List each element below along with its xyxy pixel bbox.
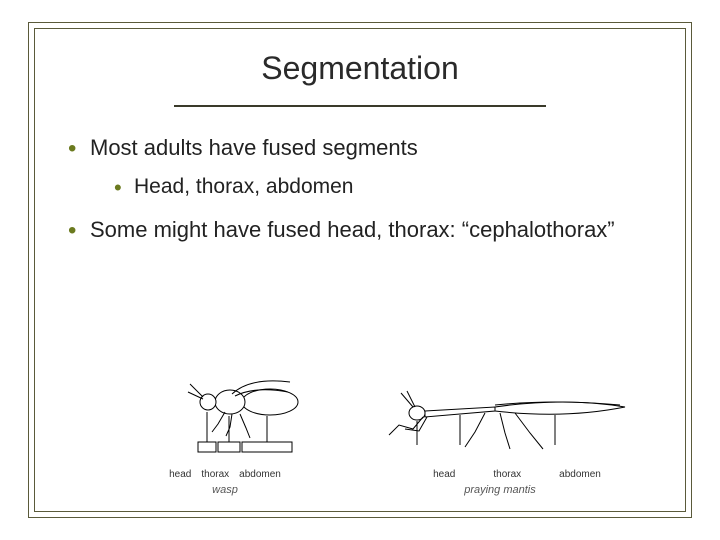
diagram-row: head thorax abdomen wasp (130, 346, 650, 496)
mantis-label-thorax: thorax (493, 469, 521, 480)
bullet-1-text: Most adults have fused segments (90, 135, 418, 160)
mantis-svg (365, 377, 635, 467)
bullet-2: Some might have fused head, thorax: “cep… (68, 215, 660, 245)
mantis-caption: praying mantis (464, 484, 536, 496)
wasp-caption: wasp (212, 484, 238, 496)
mantis-label-head: head (433, 469, 455, 480)
mantis-diagram: head thorax abdomen praying mantis (360, 377, 640, 496)
wasp-labels: head thorax abdomen (169, 469, 281, 480)
bullet-2-text: Some might have fused head, thorax: “cep… (90, 217, 615, 242)
title-divider (174, 105, 546, 107)
bullet-list: Most adults have fused segments Head, th… (60, 133, 660, 245)
bullet-1: Most adults have fused segments Head, th… (68, 133, 660, 201)
mantis-labels: head thorax abdomen (399, 469, 601, 480)
mantis-label-abdomen: abdomen (559, 469, 601, 480)
slide-content: Segmentation Most adults have fused segm… (60, 50, 660, 259)
slide-title: Segmentation (60, 50, 660, 87)
wasp-label-abdomen: abdomen (239, 469, 281, 480)
bullet-1-sub-text: Head, thorax, abdomen (134, 175, 353, 198)
wasp-label-thorax: thorax (201, 469, 229, 480)
sub-bullet-list: Head, thorax, abdomen (90, 173, 660, 201)
bullet-1-sub: Head, thorax, abdomen (114, 173, 660, 201)
wasp-label-head: head (169, 469, 191, 480)
wasp-diagram: head thorax abdomen wasp (130, 372, 320, 496)
wasp-svg (140, 372, 310, 467)
